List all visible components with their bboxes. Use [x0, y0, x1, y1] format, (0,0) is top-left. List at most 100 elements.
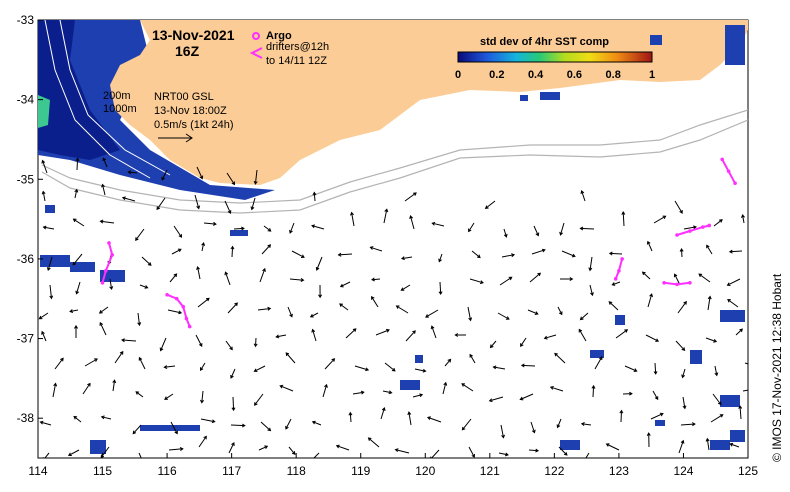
- current-arrow: [49, 284, 54, 300]
- current-arrow: [132, 424, 142, 435]
- current-arrow: [430, 449, 440, 458]
- current-arrow: [705, 337, 718, 343]
- current-arrow: [311, 224, 325, 230]
- current-arrow: [350, 211, 355, 227]
- current-arrow: [405, 330, 416, 342]
- current-arrow: [345, 328, 357, 339]
- current-arrow: [224, 271, 231, 286]
- lon-tick-label: 116: [158, 464, 177, 478]
- drifter-point: [620, 257, 624, 261]
- current-arrow: [289, 278, 305, 282]
- isobath-shelf-2: [59, 20, 171, 176]
- lat-tick-label: -37: [17, 332, 35, 346]
- current-arrow: [501, 253, 516, 258]
- drifter-icon: [249, 47, 263, 59]
- current-arrow: [426, 416, 442, 423]
- current-arrow: [224, 200, 232, 214]
- current-arrow: [615, 329, 629, 339]
- current-arrow: [400, 256, 413, 261]
- current-arrow: [254, 393, 264, 406]
- current-arrow: [580, 189, 586, 202]
- current-arrow: [201, 242, 206, 252]
- current-arrow: [621, 211, 626, 227]
- current-arrow: [41, 190, 46, 202]
- current-arrow: [520, 337, 527, 348]
- current-arrow: [425, 309, 439, 318]
- current-arrow: [348, 411, 353, 423]
- current-arrow: [335, 444, 350, 451]
- scale-arrow: [158, 133, 193, 143]
- current-arrow: [253, 169, 258, 185]
- current-arrow: [311, 420, 322, 426]
- lat-tick-label: -35: [17, 172, 35, 186]
- current-arrow: [101, 183, 106, 196]
- current-arrow: [285, 418, 292, 430]
- current-arrow: [591, 384, 596, 398]
- current-arrow: [137, 312, 142, 327]
- current-arrow: [519, 393, 534, 401]
- current-arrow: [714, 365, 719, 377]
- current-arrow: [484, 200, 496, 210]
- current-arrow: [499, 276, 513, 286]
- current-arrow: [161, 169, 168, 181]
- current-arrow: [200, 362, 206, 372]
- current-arrow: [257, 306, 272, 311]
- current-arrow: [492, 365, 506, 370]
- current-arrow: [322, 383, 328, 398]
- current-arrow: [738, 405, 743, 420]
- current-arrow: [683, 225, 697, 230]
- current-arrow: [203, 221, 217, 226]
- current-arrow: [641, 271, 651, 280]
- current-arrow: [558, 446, 568, 456]
- current-arrow: [114, 350, 124, 364]
- current-arrow: [170, 421, 178, 435]
- drifter-point: [701, 225, 705, 229]
- current-arrow: [619, 409, 624, 423]
- current-arrow: [488, 396, 504, 403]
- current-arrow: [712, 393, 722, 406]
- current-arrow: [543, 334, 557, 340]
- current-arrow: [138, 452, 142, 458]
- isobath-1000-label: 1000m: [103, 103, 137, 115]
- current-arrow: [461, 418, 472, 431]
- drifter-point: [662, 281, 666, 285]
- current-arrow: [127, 170, 138, 175]
- current-arrow: [728, 249, 743, 254]
- current-arrow: [339, 303, 349, 311]
- current-arrow: [291, 250, 305, 258]
- map-time: 16Z: [175, 43, 200, 59]
- current-arrow: [196, 266, 201, 280]
- argo-icon: [252, 32, 260, 40]
- current-arrow: [594, 356, 603, 370]
- current-arrow: [531, 248, 546, 255]
- current-arrow: [677, 300, 687, 314]
- current-arrow: [253, 337, 258, 348]
- current-arrow: [99, 219, 115, 224]
- current-arrow: [198, 435, 207, 448]
- current-arrow: [680, 422, 696, 427]
- current-arrow: [608, 251, 623, 256]
- drifter-point: [707, 223, 712, 228]
- current-arrow: [75, 281, 81, 295]
- current-arrow: [197, 297, 210, 308]
- current-arrow: [727, 299, 739, 308]
- drifter-point: [181, 304, 186, 309]
- current-arrow: [171, 248, 182, 255]
- drifter-point: [100, 281, 105, 285]
- current-arrow: [444, 358, 452, 367]
- lon-tick-label: 115: [93, 464, 112, 478]
- current-arrow: [560, 277, 574, 282]
- current-arrow: [744, 362, 748, 365]
- current-arrow: [169, 273, 178, 283]
- lon-tick-label: 121: [480, 464, 500, 478]
- colorbar-ticks: 0 0.2 0.4 0.6 0.8 1: [455, 69, 655, 81]
- current-arrow: [259, 267, 266, 283]
- current-source: NRT00 GSL: [154, 91, 214, 103]
- current-arrow: [489, 340, 497, 349]
- current-arrow: [287, 306, 293, 318]
- current-arrow: [109, 278, 114, 291]
- drifter-tracks: [100, 157, 737, 329]
- current-arrows: [38, 157, 748, 458]
- current-arrow: [652, 390, 659, 401]
- current-arrow: [312, 191, 317, 202]
